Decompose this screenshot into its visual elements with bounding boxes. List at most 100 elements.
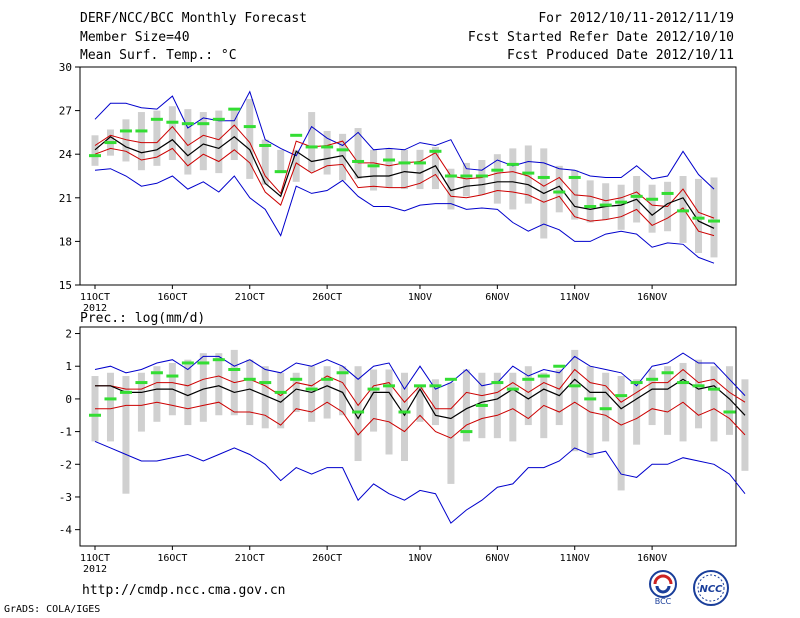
member-box: [586, 180, 594, 223]
x-tick-label: 11OCT: [80, 292, 110, 303]
member-box: [493, 372, 501, 439]
member-box: [184, 109, 192, 175]
member-box: [153, 366, 161, 422]
y-tick-label: 0: [65, 393, 72, 406]
member-box: [122, 376, 130, 494]
member-box: [246, 98, 254, 179]
member-size-label: Member Size=40: [80, 30, 190, 45]
y-tick-label: 21: [59, 192, 72, 205]
member-box: [122, 119, 130, 162]
x-tick-label: 16OCT: [157, 292, 187, 303]
member-box: [648, 184, 656, 233]
member-box: [277, 149, 285, 174]
member-box: [354, 128, 362, 179]
member-box: [695, 359, 703, 429]
member-box: [215, 353, 223, 416]
precipitation-panel: -4 -3 -2 -1 0 1 2 11OCT 16OCT 21OCT 26OCT 1NOV 6NOV 1…: [59, 311, 749, 575]
member-box: [137, 112, 145, 171]
member-box: [277, 372, 285, 429]
x-tick-label: 1NOV: [408, 553, 432, 564]
member-box: [555, 165, 563, 213]
member-box: [741, 379, 749, 471]
member-box: [710, 177, 718, 258]
ncc-logo: NCC: [693, 570, 729, 606]
member-box: [462, 369, 470, 442]
x-tick-label: 16OCT: [157, 553, 187, 564]
chart-title: DERF/NCC/BCC Monthly Forecast: [80, 11, 307, 26]
member-box: [292, 372, 300, 412]
member-box: [246, 359, 254, 426]
member-box: [617, 184, 625, 230]
member-box: [261, 366, 269, 429]
panel-title: Prec.: log(mm/d): [80, 311, 205, 326]
member-box: [447, 382, 455, 484]
x-tick-label: 1NOV: [408, 292, 432, 303]
member-box: [339, 366, 347, 416]
member-box: [571, 349, 579, 452]
member-box: [137, 372, 145, 432]
member-box: [354, 366, 362, 462]
lower-band-line: [95, 401, 746, 439]
x-tick-label: 11OCT: [80, 553, 110, 564]
ensemble-mean-line: [95, 378, 746, 420]
member-box: [323, 366, 331, 419]
member-box: [308, 112, 316, 172]
member-box: [385, 369, 393, 455]
grads-credit: GrADS: COLA/IGES: [4, 604, 101, 615]
x-tick-label: 11NOV: [560, 292, 590, 303]
member-box: [447, 168, 455, 210]
ensemble-max-line: [94, 352, 746, 396]
member-box: [401, 372, 408, 462]
member-box: [199, 112, 207, 171]
ensemble-max-line: [94, 90, 715, 190]
member-box: [370, 369, 378, 432]
x-tick-label: 26OCT: [312, 292, 342, 303]
variable-label: Mean Surf. Temp.: °C: [80, 48, 237, 63]
y-tick-label: 1: [65, 360, 72, 373]
member-box: [308, 366, 316, 422]
y-tick-label: 30: [59, 61, 72, 74]
y-tick-label: 27: [59, 105, 72, 118]
member-box: [524, 366, 532, 426]
member-box: [230, 110, 238, 161]
member-box: [323, 130, 331, 175]
member-box: [261, 139, 269, 185]
x-tick-label: 6NOV: [485, 553, 509, 564]
y-tick-label: -3: [59, 491, 72, 504]
year-label: 2012: [83, 303, 107, 314]
member-box: [106, 372, 114, 442]
member-box: [215, 110, 223, 174]
bcc-logo: BCC: [649, 570, 677, 606]
y-tick-label: 15: [59, 279, 72, 292]
member-box: [370, 149, 378, 191]
member-box: [493, 154, 501, 204]
member-box: [725, 366, 733, 435]
y-tick-label: -2: [59, 458, 72, 471]
y-tick-label: 18: [59, 235, 72, 248]
member-box: [462, 162, 470, 197]
member-box: [168, 106, 176, 161]
x-tick-label: 6NOV: [485, 292, 509, 303]
member-box: [199, 353, 207, 422]
member-box: [602, 372, 610, 442]
x-tick-label: 21OCT: [235, 553, 265, 564]
x-tick-label: 21OCT: [235, 292, 265, 303]
member-box: [416, 149, 424, 190]
bcc-logo-text: BCC: [655, 597, 672, 606]
y-tick-label: 24: [59, 148, 73, 161]
x-tick-label: 16NOV: [637, 553, 667, 564]
member-box: [385, 148, 393, 188]
member-box: [633, 379, 641, 445]
member-box: [153, 110, 161, 166]
member-box: [431, 146, 439, 190]
member-box: [648, 369, 656, 426]
member-box: [695, 178, 703, 254]
member-box: [664, 366, 672, 435]
fcst-produced-label: Fcst Produced Date 2012/10/11: [507, 48, 734, 63]
ncc-logo-text: NCC: [699, 584, 723, 595]
lower-band-line: [94, 147, 715, 237]
fcst-started-label: Fcst Started Refer Date 2012/10/10: [467, 30, 734, 45]
member-box: [555, 369, 563, 426]
source-url[interactable]: http://cmdp.ncc.cma.gov.cn: [82, 583, 286, 598]
